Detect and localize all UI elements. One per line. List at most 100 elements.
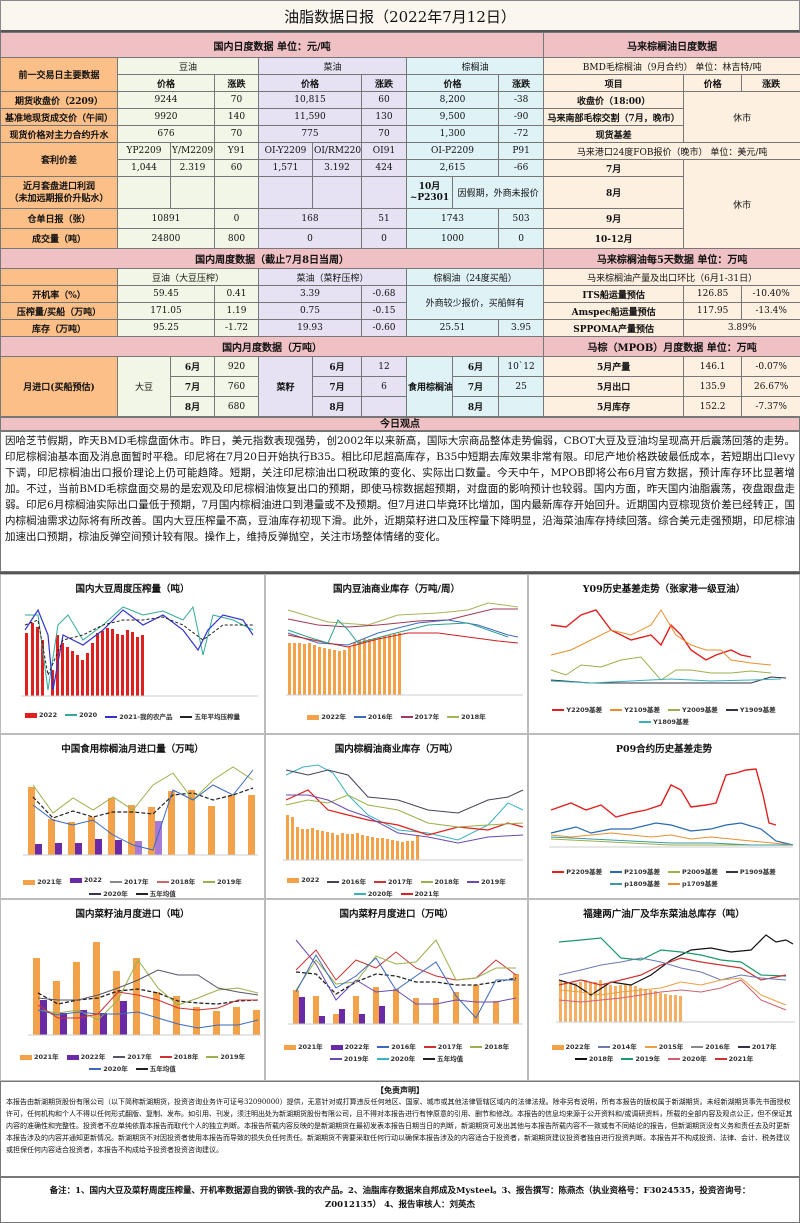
chart-title: 国内棕榈油商业库存（万吨） [334,744,459,755]
spread-value: 1,044 [117,159,171,177]
chart-rapeseed-import: 国内菜籽月度进口（万吨） 2021年 2022年 2016年 2017年 201… [265,899,528,1081]
value-cell: 25.51 [406,319,499,337]
chart-palm-stock: 国内棕榈油商业库存（万吨） 2022 2016年 2017年 2018年 201… [265,734,528,899]
row-label: 基准地现货成交价（午间） [0,108,118,126]
profit-label: 近月套盘进口利润 （未加远期报价升贴水） [0,176,118,209]
fob-month: 10-12月 [543,228,685,249]
malay-row-label: Amspec船运量预估 [543,302,685,320]
value-cell: 10`12 [497,356,545,377]
value-cell: -1.72 [214,319,259,337]
value-cell: 0 [258,228,362,249]
empty-cell [312,176,362,209]
soy-label: 大豆 [117,356,171,417]
value-cell: 760 [214,376,259,397]
chart-grid: 国内大豆周度压榨量（吨） 2022 2020 2021-我的农产品 五年平均压榨… [0,572,800,1081]
value-cell: 95.25 [117,319,215,337]
bmd-row-label: 现货基差 [543,125,685,143]
value-cell: 1743 [406,208,499,229]
value-cell: 51 [361,208,407,229]
malay-row-label: ITS船运量预估 [543,285,685,303]
chart-plot [23,766,258,856]
opinion-header: 今日观点 [0,417,800,431]
volume-label: 成交量（吨） [0,228,118,249]
value-cell: 26.67% [741,376,800,397]
value-cell: 1,300 [406,125,499,143]
empty-cell [214,176,259,209]
value-cell: 676 [117,125,215,143]
fob-month: 9月 [543,208,685,229]
rape-label: 菜籽 [258,356,313,417]
value-cell: 11,590 [258,108,362,126]
page-title: 油脂数据日报（2022年7月12日） [0,0,800,32]
value-cell: 117.95 [683,302,743,320]
value-cell: 168 [258,208,362,229]
value-cell: 152.2 [683,396,743,417]
value-cell: 775 [258,125,362,143]
bmd-price-head: 价格 [683,74,743,92]
soy-change-head: 涨跌 [214,74,259,92]
spread-head: Y91 [214,142,259,160]
fob-month: 8月 [543,176,685,209]
chart-rapeoil-import: 国内菜籽油月度进口（吨） 2021年 2022年 2017年 2018年 201… [0,899,265,1081]
palm-weekly-note: 外商较少报价，买船鲜有 [405,285,545,320]
profit-palm-month: 10月 ~P2301 [406,176,453,209]
chart-legend: P2209基差 P2109基差 P2009基差 P1909基差 p1809基差 … [531,866,797,888]
weekly-header: 国内周度数据（截止7月8日当周） [0,248,545,269]
value-cell: 70 [214,125,259,143]
report-note: 备注：1、国内大豆及菜籽周度压榨量、开机率数据源自我的钢铁-我的农产品。2、油脂… [0,1177,800,1223]
weekly-soy-head: 豆油（大豆压榨） [117,268,259,286]
value-cell: -10.40% [741,285,800,303]
value-cell: -0.07% [741,356,800,377]
palm-label: 食用棕榈油 [406,356,453,417]
value-cell: 171.05 [117,302,215,320]
value-cell: 9244 [117,91,215,109]
rape-header: 菜油 [258,57,407,75]
chart-legend: 2022 2020 2021-我的农产品 五年平均压榨量 [3,711,262,721]
chart-legend: 2022年 2016年 2017年 2018年 [268,711,525,721]
chart-soyoil-stock: 国内豆油商业库存（万吨/周） 2022年 2016年 2017年 2018年 [265,574,528,734]
value-cell: 0 [214,208,259,229]
chart-plot [549,768,794,848]
value-cell: 60 [361,91,407,109]
weekly-rape-head: 菜油（菜籽压榨） [258,268,407,286]
value-cell: 9920 [117,108,215,126]
value-cell: 135.9 [683,376,743,397]
profit-palm-note: 因假期，外商未报价 [451,176,545,209]
month-cell: 7月 [312,376,362,397]
spread-value: 3.192 [312,159,362,177]
value-cell: 3.95 [497,319,545,337]
value-cell: 146.1 [683,356,743,377]
bmd-item-head: 项目 [543,74,685,92]
month-cell: 6月 [452,356,499,377]
chart-plot [286,602,523,696]
value-cell: 9,500 [406,108,499,126]
value-cell: 10891 [117,208,215,229]
chart-legend: 2022年 2014年 2015年 2016年 2017年 2018年 2019… [531,1041,797,1063]
bmd-status: 休市 [683,91,800,143]
fob-month: 7月 [543,159,685,177]
disclaimer: 【免责声明】 本报告由新湖期货股份有限公司（以下简称新湖期货，投资咨询业务许可证… [0,1081,800,1177]
value-cell: -0.60 [361,319,407,337]
mpob-header: 马棕（MPOB）月度数据 单位：万吨 [543,336,800,357]
month-cell: 8月 [452,396,499,417]
value-cell: -90 [497,108,545,126]
chart-p09-basis: P09合约历史基差走势 P2209基差 P2109基差 P2009基差 P190… [528,734,800,899]
chart-palm-import: 中国食用棕榈油月进口量（万吨） 2021年 2022 2017年 2018年 2… [0,734,265,899]
value-cell: -38 [497,91,545,109]
chart-title: 国内菜籽月度进口（万吨） [339,909,454,920]
value-cell: 10,815 [258,91,362,109]
value-cell: 12 [361,356,407,377]
chart-legend: 2021年 2022 2017年 2018年 2019年 2020年 五年均值 [3,876,262,898]
weekly-palm-head: 棕榈油（24度买船） [405,268,545,286]
mpob-row-label: 5月库存 [543,396,685,417]
soy-price-head: 价格 [117,74,215,92]
chart-title: Y09历史基差走势（张家港一级豆油） [582,584,746,595]
warrant-label: 仓单日报（张） [0,208,118,229]
chart-title: 中国食用棕榈油月进口量（万吨） [61,744,204,755]
value-cell: 503 [497,208,545,229]
chart-rapeoil-stock: 福建两广油厂及华东菜油总库存（吨） 2022年 2014年 2015年 2016… [528,899,800,1081]
malay-sub-head: 马来棕榈油产量及出口环比（6月1-31日） [543,268,800,286]
month-cell: 7月 [170,376,215,397]
value-cell: 59.45 [117,285,215,303]
spread-value: 60 [214,159,259,177]
